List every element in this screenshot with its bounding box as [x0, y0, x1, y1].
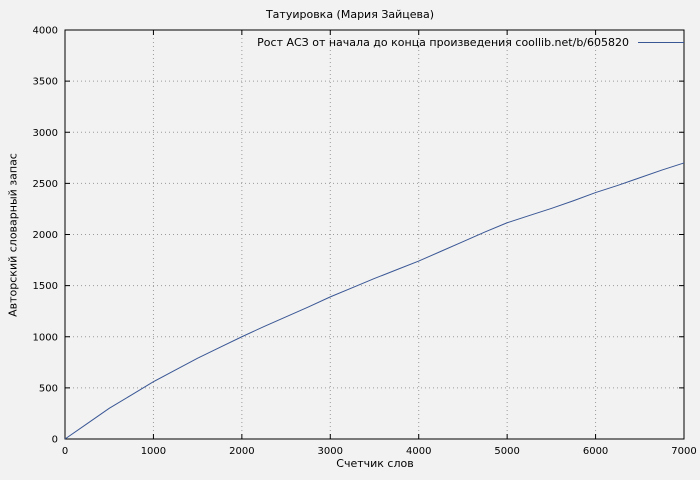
y-tick-label: 500 [39, 383, 58, 394]
x-axis-label: Счетчик слов [336, 457, 414, 470]
y-tick-label: 2000 [33, 230, 58, 241]
x-tick-label: 1000 [141, 446, 166, 457]
legend-label: Рост АСЗ от начала до конца произведения… [257, 36, 629, 49]
y-tick-label: 2500 [33, 179, 58, 190]
x-tick-label: 6000 [583, 446, 608, 457]
y-tick-label: 0 [52, 435, 58, 446]
x-tick-label: 7000 [671, 446, 696, 457]
legend-line-sample [638, 42, 684, 43]
x-tick-label: 2000 [229, 446, 254, 457]
x-tick-label: 3000 [318, 446, 343, 457]
y-tick-label: 3000 [33, 128, 58, 139]
x-tick-label: 0 [62, 446, 68, 457]
y-tick-label: 1000 [33, 332, 58, 343]
y-axis-label: Авторский словарный запас [6, 153, 20, 317]
y-tick-label: 1500 [33, 281, 58, 292]
chart-title: Татуировка (Мария Зайцева) [265, 8, 435, 21]
x-tick-label: 4000 [406, 446, 431, 457]
legend: Рост АСЗ от начала до конца произведения… [257, 36, 684, 49]
y-tick-label: 4000 [33, 26, 58, 37]
series-line [64, 162, 685, 440]
y-tick-label: 3500 [33, 77, 58, 88]
x-tick-label: 5000 [494, 446, 519, 457]
